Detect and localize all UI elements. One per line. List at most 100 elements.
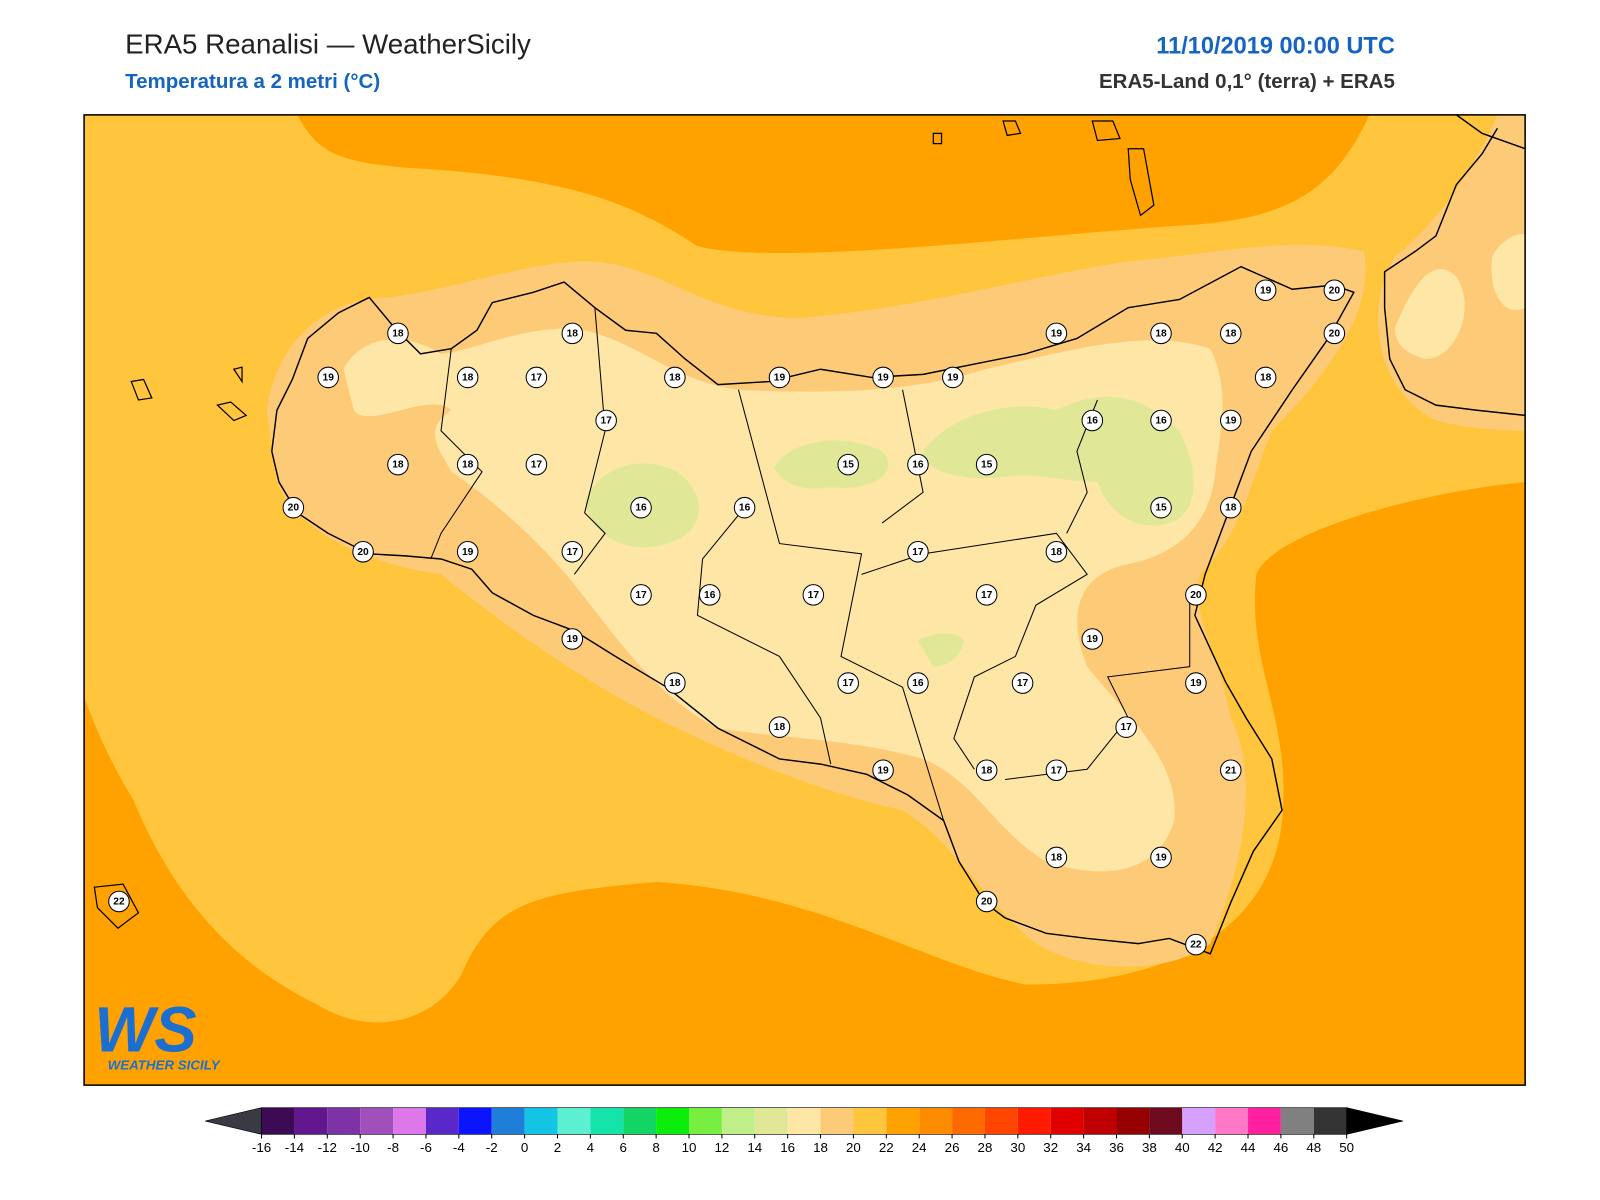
colorbar-tick-label: 16 xyxy=(780,1140,795,1155)
colorbar-box xyxy=(754,1107,788,1135)
station-value: 22 xyxy=(1190,940,1202,951)
colorbar-box xyxy=(984,1107,1018,1135)
colorbar-tick-label: 12 xyxy=(714,1140,729,1155)
station-marker xyxy=(1220,759,1242,782)
stations: 18 18 19 18 17 18 19 19 19 19 18 18 19 20 20 18 17 16 16 19… xyxy=(108,279,1346,956)
colorbar-over xyxy=(1346,1107,1404,1135)
colorbar-tick-label: -14 xyxy=(285,1140,305,1155)
station: 17 xyxy=(525,366,548,389)
station-marker xyxy=(1150,322,1172,345)
station-value: 19 xyxy=(1225,416,1237,427)
station-marker xyxy=(561,322,584,345)
colorbar-tick-label: 4 xyxy=(587,1140,595,1155)
station-marker xyxy=(595,409,617,432)
station-value: 17 xyxy=(1051,765,1063,776)
station-value: 16 xyxy=(1155,416,1167,427)
station-marker xyxy=(872,366,894,389)
colorbar-box xyxy=(886,1107,920,1135)
source: ERA5-Land 0,1° (terra) + ERA5 xyxy=(1099,70,1395,93)
colorbar-box xyxy=(721,1107,755,1135)
station-marker xyxy=(1185,672,1207,694)
title: ERA5 Reanalisi — WeatherSicily xyxy=(125,28,531,59)
station: 19 xyxy=(561,628,584,650)
station: 20 xyxy=(1323,279,1346,302)
station-value: 18 xyxy=(567,328,579,339)
station-value: 17 xyxy=(600,416,612,427)
colorbar-tick-label: -12 xyxy=(318,1140,337,1155)
station-value: 18 xyxy=(1051,547,1063,558)
station-marker xyxy=(1220,322,1242,345)
colorbar-box xyxy=(919,1107,953,1135)
station: 17 xyxy=(1115,716,1137,738)
station-value: 17 xyxy=(567,547,579,558)
station-marker xyxy=(387,322,409,345)
colorbar-box xyxy=(458,1107,492,1135)
station-value: 18 xyxy=(1225,503,1237,514)
station: 20 xyxy=(975,890,998,913)
station-marker xyxy=(975,453,998,476)
map-frame xyxy=(83,114,1526,1086)
station-value: 19 xyxy=(1155,852,1167,863)
station-value: 20 xyxy=(1329,328,1341,339)
colorbar-tick-label: -2 xyxy=(486,1140,498,1155)
station-marker xyxy=(525,366,548,389)
colorbar-box xyxy=(1050,1107,1084,1135)
colorbar-tick-label: 36 xyxy=(1109,1140,1124,1155)
station-marker xyxy=(1150,409,1172,432)
station-marker xyxy=(1045,759,1068,782)
station: 20 xyxy=(1185,584,1207,606)
colorbar-box xyxy=(327,1107,361,1135)
station-value: 19 xyxy=(947,372,959,383)
station-value: 18 xyxy=(774,722,786,733)
station-marker xyxy=(975,759,998,782)
station-marker xyxy=(1081,628,1104,650)
station-value: 16 xyxy=(912,678,924,689)
station: 19 xyxy=(317,366,339,389)
colorbar-box xyxy=(491,1107,525,1135)
station-value: 17 xyxy=(843,678,855,689)
station-marker xyxy=(456,366,479,389)
colorbar-box xyxy=(557,1107,591,1135)
station: 18 xyxy=(1220,322,1242,345)
station: 16 xyxy=(630,496,652,519)
station-value: 18 xyxy=(462,372,474,383)
station: 18 xyxy=(664,672,686,694)
station: 18 xyxy=(975,759,998,782)
colorbar-tick-label: 24 xyxy=(912,1140,927,1155)
colorbar-box xyxy=(1017,1107,1051,1135)
station-value: 20 xyxy=(981,897,993,908)
colorbar-tick-label: -10 xyxy=(351,1140,370,1155)
colorbar-tick-label: 28 xyxy=(978,1140,993,1155)
station-value: 19 xyxy=(1260,285,1272,296)
station-value: 18 xyxy=(392,328,404,339)
station-value: 18 xyxy=(462,460,474,471)
station: 22 xyxy=(1185,933,1207,956)
station-marker xyxy=(387,453,409,476)
station-value: 15 xyxy=(1155,503,1167,514)
station-value: 17 xyxy=(635,590,647,601)
station-value: 17 xyxy=(1120,722,1132,733)
station-marker xyxy=(1185,584,1207,606)
station-marker xyxy=(282,496,305,519)
station-value: 18 xyxy=(1225,328,1237,339)
station-value: 19 xyxy=(1190,678,1202,689)
station-value: 17 xyxy=(912,547,924,558)
station: 19 xyxy=(456,541,479,563)
colorbar: -16 -14 -12 -10 -8 -6 -4 -2 0 2 4 6 8 10 12 14 16 18 20 22 2… xyxy=(205,1107,1404,1155)
station: 15 xyxy=(975,453,998,476)
station-value: 17 xyxy=(981,590,993,601)
station-value: 19 xyxy=(1087,634,1099,645)
station-value: 16 xyxy=(912,460,924,471)
station: 19 xyxy=(942,366,964,389)
station-value: 19 xyxy=(877,765,889,776)
station: 18 xyxy=(1045,846,1068,869)
station-marker xyxy=(1220,409,1242,432)
colorbar-box xyxy=(1248,1107,1281,1135)
station-marker xyxy=(630,584,652,606)
station-marker xyxy=(837,453,859,476)
colorbar-box xyxy=(1215,1107,1249,1135)
colorbar-box xyxy=(1280,1107,1314,1135)
colorbar-tick-label: -16 xyxy=(252,1140,271,1155)
station-marker xyxy=(561,628,584,650)
